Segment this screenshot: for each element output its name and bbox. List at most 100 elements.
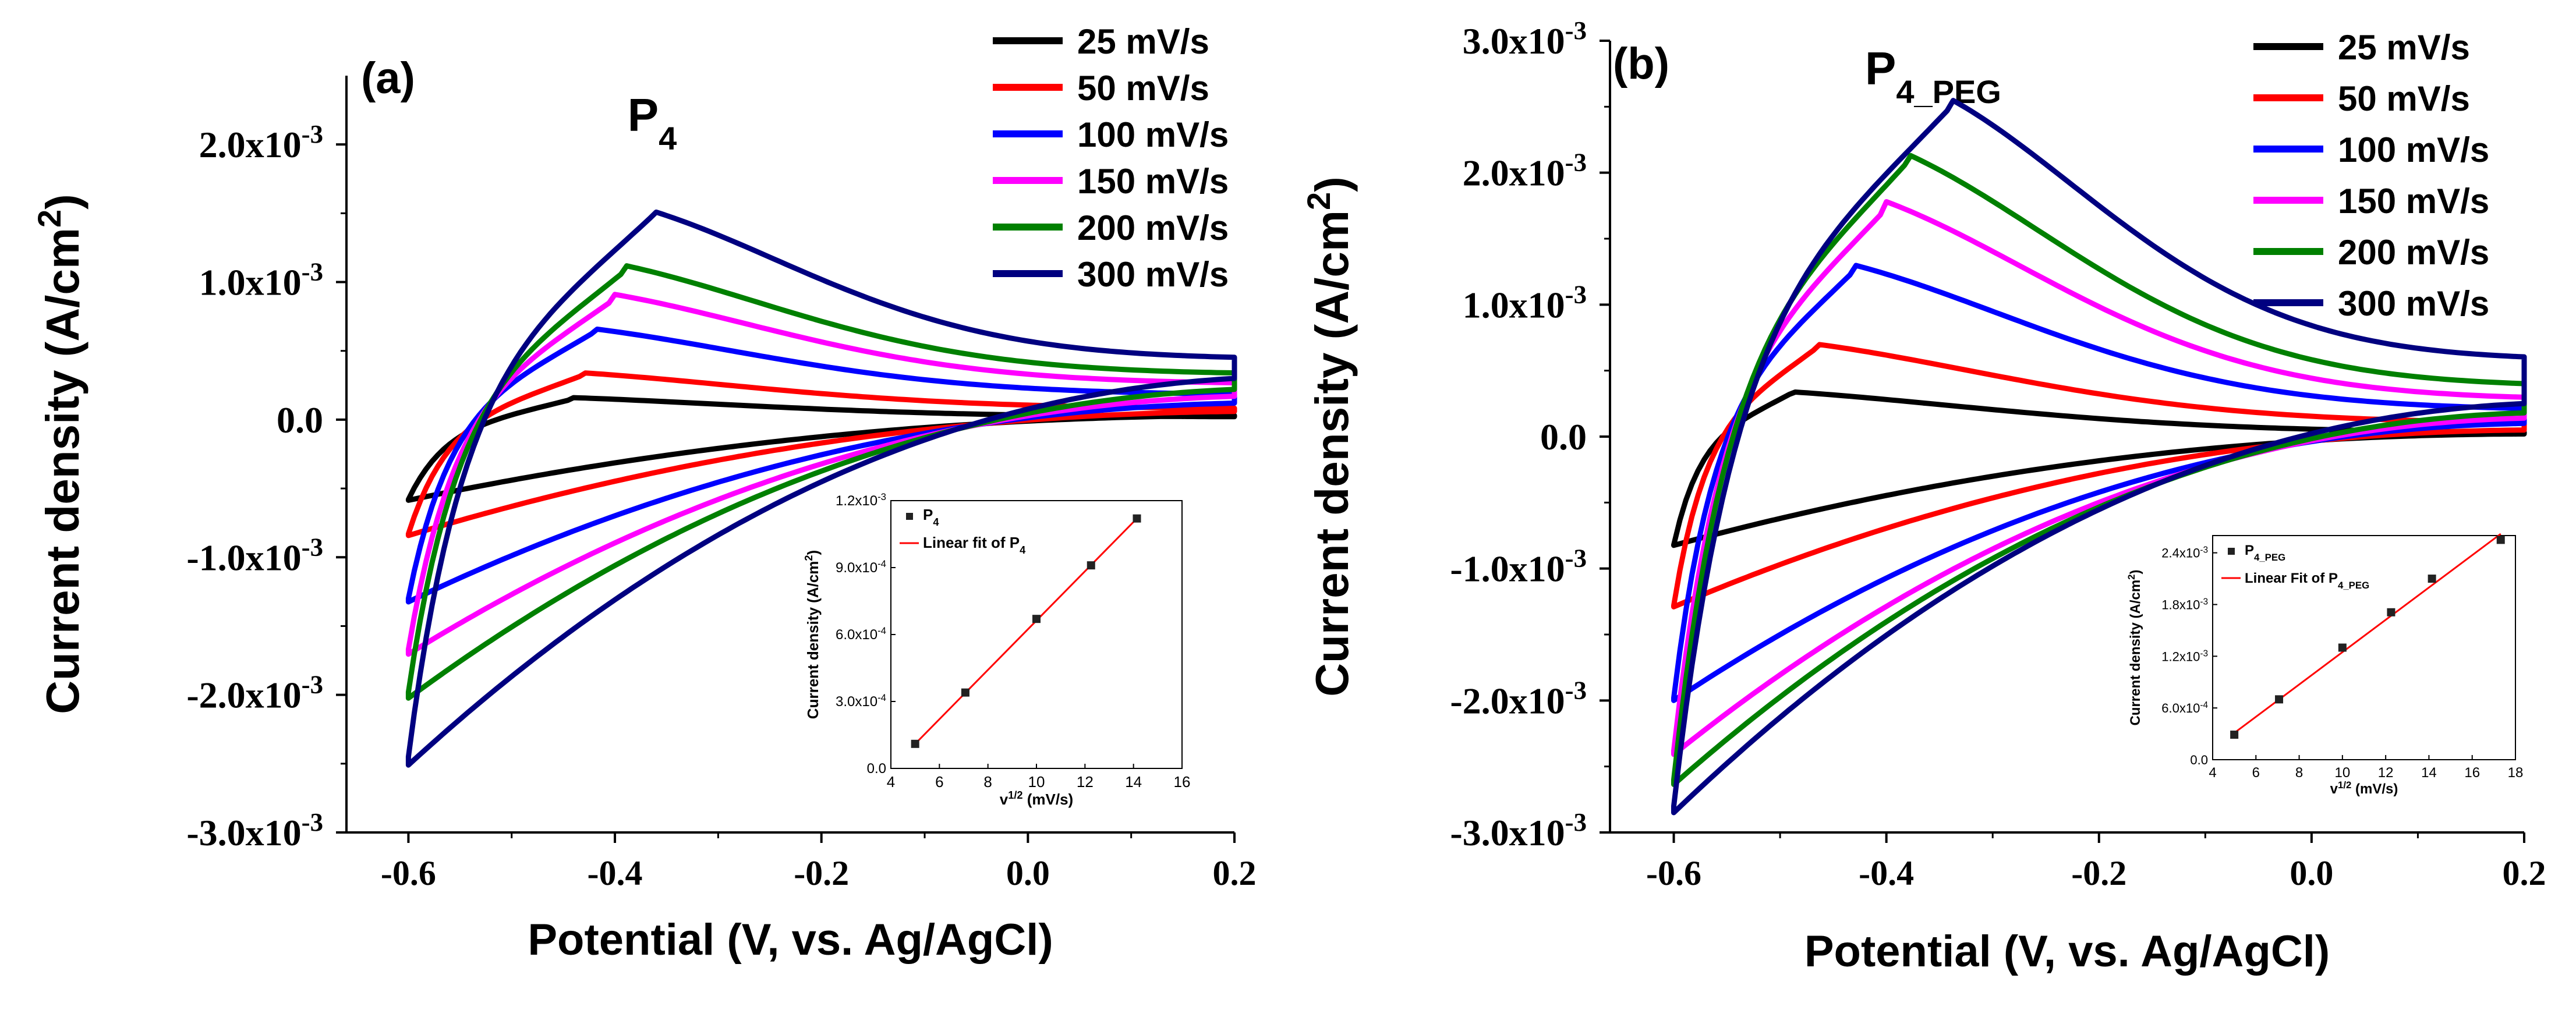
inset-data-point (1133, 514, 1141, 523)
y-tick-label: 0.0 (1540, 416, 1587, 458)
panel-title: P4 (628, 89, 677, 157)
x-tick-label: 0.0 (1006, 854, 1050, 892)
panel-label: (b) (1613, 39, 1669, 88)
y-tick-label: -2.0x10-3 (1450, 675, 1587, 721)
x-tick-label: 0.0 (2290, 854, 2333, 892)
inset-y-tick-label: 1.2x10-3 (2161, 648, 2208, 664)
inset-legend-label: Linear fit of P4 (923, 534, 1026, 556)
y-tick-label: -3.0x10-3 (186, 807, 323, 853)
cv-curve-50mvs (1671, 342, 2527, 609)
inset-x-tick-label: 6 (935, 773, 943, 791)
cv-curve-25mvs (405, 395, 1237, 503)
legend-label: 50 mV/s (1077, 69, 1209, 108)
y-tick-label: 3.0x10-3 (1463, 16, 1587, 62)
inset-data-point (2275, 695, 2284, 704)
inset-y-tick-label: 0.0 (2190, 753, 2208, 767)
legend-label: 25 mV/s (2338, 28, 2470, 67)
inset-x-tick-label: 8 (2295, 765, 2303, 781)
x-tick-label: -0.4 (1859, 854, 1914, 892)
x-axis-title: Potential (V, vs. Ag/AgCl) (528, 915, 1053, 965)
legend-label: 100 mV/s (1077, 115, 1229, 154)
cv-curve-200mvs (405, 263, 1237, 701)
legend-label: 200 mV/s (2338, 233, 2489, 272)
inset-y-tick-label: 2.4x10-3 (2161, 545, 2208, 561)
inset-legend-label: Linear Fit of P4_PEG (2245, 570, 2369, 591)
inset-data-point (2387, 608, 2395, 616)
legend-label: 150 mV/s (2338, 182, 2489, 221)
inset-y-tick-label: 1.2x10-3 (836, 491, 886, 509)
inset-x-tick-label: 12 (1077, 773, 1094, 791)
inset-plot: 4 6 8 10 12 14 16 0.0 3.0x10-4 6.0x10-4 9.0x10-4 1.… (803, 491, 1190, 809)
inset-x-tick-label: 14 (1125, 773, 1142, 791)
inset-x-tick-label: 14 (2421, 765, 2437, 781)
cv-curve-200mvs (1671, 153, 2527, 787)
y-tick-label: -1.0x10-3 (1450, 544, 1587, 590)
cv-curve-100mvs (1671, 263, 2527, 703)
inset-x-tick-label: 16 (2464, 765, 2480, 781)
y-axis-title: Current density (A/cm2) (31, 194, 89, 714)
x-tick-label: -0.2 (2071, 854, 2126, 892)
inset-frame (2212, 535, 2516, 760)
legend-label: 200 mV/s (1077, 208, 1229, 247)
cv-curve-150mvs (1671, 199, 2527, 757)
y-tick-label: 1.0x10-3 (1463, 279, 1587, 325)
inset-data-point (2230, 731, 2239, 739)
x-tick-label: 0.2 (1213, 854, 1257, 892)
inset-x-title: v1/2 (mV/s) (2330, 779, 2398, 798)
legend-label: 100 mV/s (2338, 130, 2489, 169)
x-tick-label: -0.6 (381, 854, 436, 892)
y-tick-label: 2.0x10-3 (199, 119, 323, 165)
inset-y-tick-label: 6.0x10-4 (836, 625, 886, 643)
legend-label: 50 mV/s (2338, 79, 2470, 118)
inset-x-tick-label: 10 (2335, 765, 2351, 781)
inset-x-tick-label: 12 (2378, 765, 2394, 781)
inset-fit-line (914, 518, 1138, 745)
inset-y-tick-label: 0.0 (867, 761, 886, 777)
y-tick-label: -3.0x10-3 (1450, 807, 1587, 853)
legend-label: 300 mV/s (1077, 255, 1229, 294)
x-tick-label: -0.4 (588, 854, 643, 892)
cv-curve-100mvs (405, 327, 1237, 605)
inset-data-point (2428, 575, 2436, 583)
inset-x-tick-label: 8 (983, 773, 992, 791)
y-tick-label: -2.0x10-3 (186, 670, 323, 716)
inset-data-point (2338, 643, 2347, 652)
panel-label: (a) (361, 54, 415, 103)
inset-y-tick-label: 3.0x10-4 (836, 692, 886, 710)
inset-legend-marker (2228, 548, 2235, 555)
inset-x-title: v1/2 (mV/s) (1000, 789, 1073, 808)
legend-label: 150 mV/s (1077, 162, 1229, 201)
x-tick-label: 0.2 (2503, 854, 2546, 892)
y-tick-label: 0.0 (277, 399, 323, 441)
panel-title: P4_PEG (1865, 42, 2001, 110)
x-tick-label: -0.2 (794, 854, 849, 892)
inset-legend-label: P4 (923, 506, 939, 528)
y-tick-label: 2.0x10-3 (1463, 148, 1587, 194)
inset-plot: 4 6 8 10 12 14 16 18 0.0 6.0x10-4 1.2x10-3 1.8x10-3… (2126, 533, 2524, 798)
x-tick-label: -0.6 (1646, 854, 1701, 892)
inset-y-tick-label: 9.0x10-4 (836, 558, 886, 576)
y-tick-label: -1.0x10-3 (186, 532, 323, 578)
y-axis-title: Current density (A/cm2) (1300, 176, 1358, 697)
legend-label: 25 mV/s (1077, 22, 1209, 61)
inset-data-point (2496, 536, 2505, 544)
cv-curve-25mvs (1671, 389, 2527, 548)
inset-legend-label: P4_PEG (2245, 543, 2285, 563)
inset-x-tick-label: 6 (2252, 765, 2260, 781)
inset-data-point (1087, 561, 1095, 570)
inset-y-tick-label: 6.0x10-4 (2161, 700, 2208, 716)
inset-x-tick-label: 10 (1028, 773, 1045, 791)
inset-y-title: Current density (A/cm2) (803, 550, 822, 719)
inset-data-point (911, 739, 919, 748)
inset-x-tick-label: 4 (2209, 765, 2216, 781)
cv-curve-50mvs (405, 370, 1237, 538)
inset-x-tick-label: 18 (2508, 765, 2524, 781)
inset-y-tick-label: 1.8x10-3 (2161, 597, 2208, 612)
inset-frame (890, 500, 1183, 769)
cv-curve-300mvs (405, 209, 1237, 768)
cv-curve-300mvs (1671, 98, 2527, 816)
cv-panel-a: -0.6 -0.4 -0.2 0.0 0.2 -3.0x10-3 -2.0x10-3 -1.0… (31, 22, 1257, 965)
inset-x-tick-label: 16 (1174, 773, 1191, 791)
inset-x-tick-label: 4 (887, 773, 895, 791)
